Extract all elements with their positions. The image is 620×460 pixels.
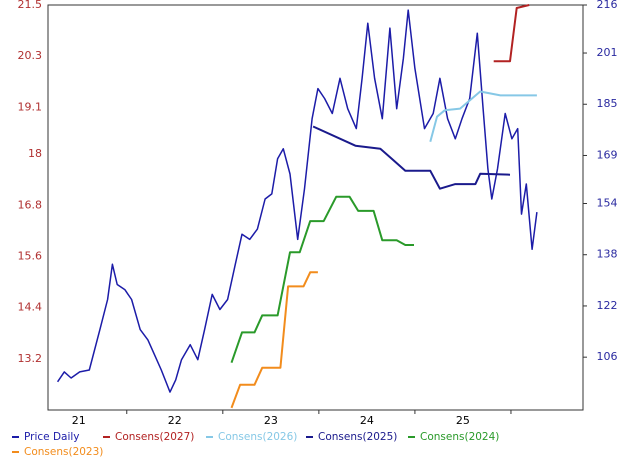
legend-label: Consens(2026): [218, 431, 297, 443]
series-line: [230, 195, 414, 364]
y-tick-label: 18: [28, 147, 42, 160]
x-tick-label: 24: [360, 414, 374, 427]
series-line: [493, 4, 530, 63]
y2-tick-label: 201: [597, 46, 618, 59]
y-tick-label: 19.1: [18, 100, 43, 113]
x-tick-label: 21: [72, 414, 86, 427]
y2-tick-label: 122: [597, 299, 618, 312]
legend-label: Consens(2024): [420, 431, 499, 443]
y2-tick-label: 169: [597, 148, 618, 161]
y-tick-label: 14.4: [18, 301, 43, 314]
plot-frame: [47, 4, 584, 411]
y2-tick-label: 185: [597, 97, 618, 110]
x-tick-label: 23: [264, 414, 278, 427]
y2-tick-label: 106: [597, 350, 618, 363]
legend-label: Consens(2027): [115, 431, 194, 443]
legend-label: Consens(2023): [24, 446, 103, 458]
y2-tick-label: 216: [597, 0, 618, 11]
series-line: [56, 9, 538, 393]
y-tick-label: 16.8: [18, 198, 43, 211]
y-tick-label: 15.6: [18, 250, 43, 263]
y2-tick-label: 154: [597, 196, 618, 209]
x-tick-label: 22: [168, 414, 182, 427]
legend: Price Daily Consens(2027) Consens(2026) Con…: [12, 431, 499, 458]
legend-label: Price Daily: [24, 431, 80, 443]
y-tick-label: 21.5: [18, 0, 43, 11]
series-line: [429, 90, 537, 143]
y-tick-label: 13.2: [18, 352, 43, 365]
series-line: [312, 125, 511, 190]
series-line: [230, 271, 318, 409]
x-tick-label: 25: [456, 414, 470, 427]
legend-label: Consens(2025): [318, 431, 397, 443]
y-tick-label: 20.3: [18, 49, 43, 62]
y2-tick-label: 138: [597, 248, 618, 261]
